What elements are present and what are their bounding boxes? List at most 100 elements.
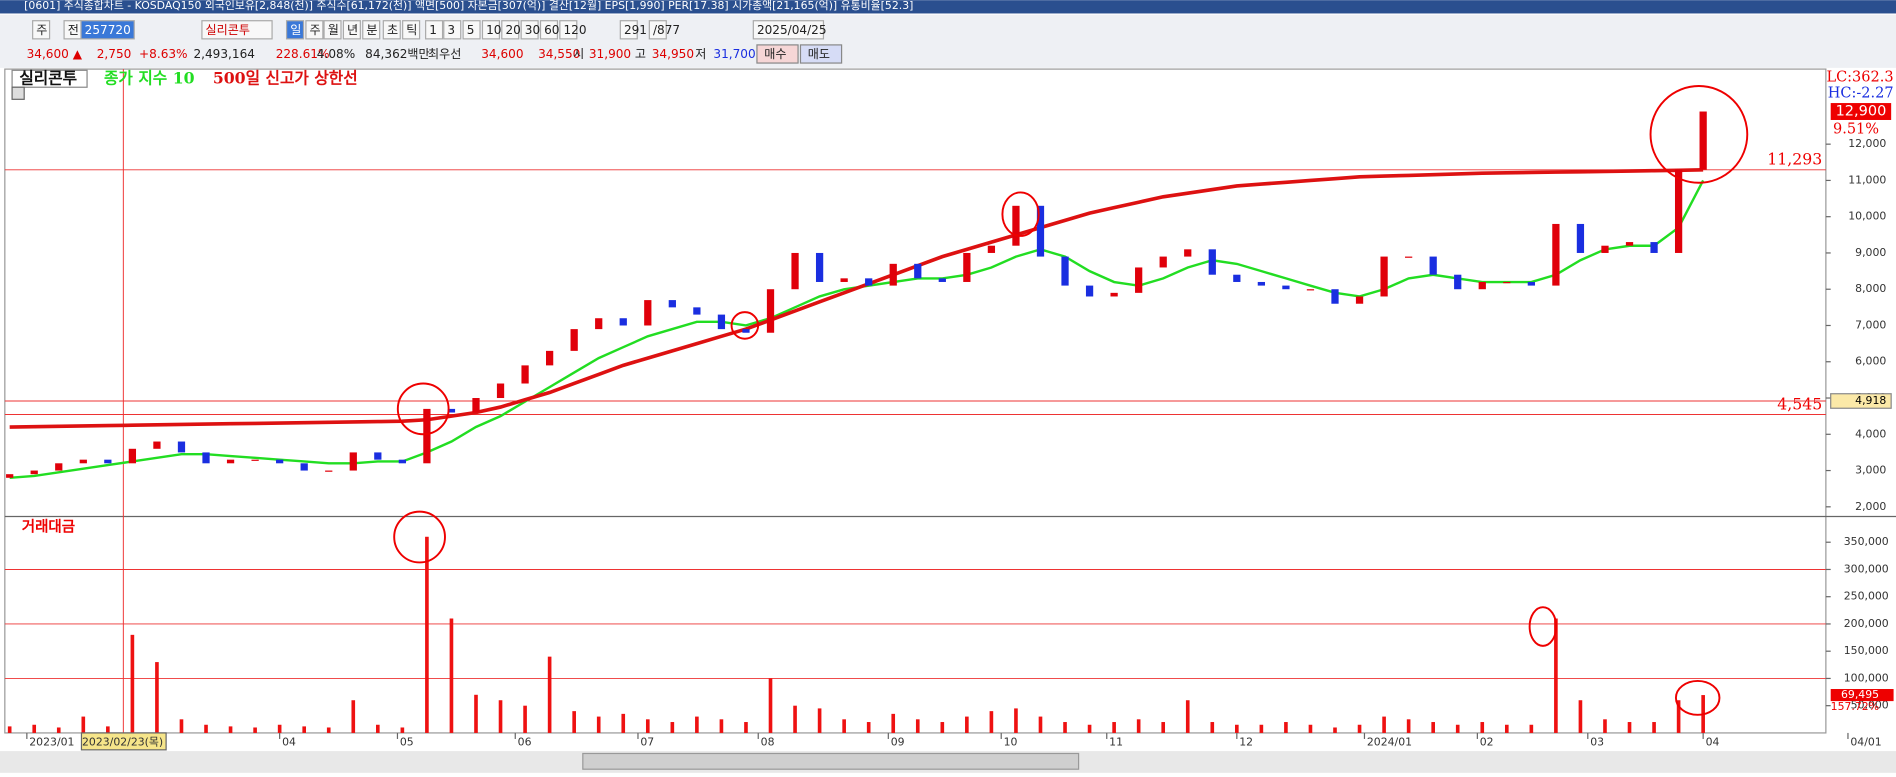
toolbar-button[interactable] [201,20,273,40]
volume-bar [891,713,896,733]
candle-body [1135,267,1143,293]
volume-bar [1652,722,1656,733]
volume-bar [817,708,822,733]
volume-bar [793,705,797,733]
toolbar-label[interactable]: 초 [387,23,398,37]
toolbar-button[interactable] [425,20,444,40]
volume-bar [1161,722,1166,733]
toolbar-button[interactable] [501,20,520,40]
candle-body [1012,205,1020,246]
toolbar-label[interactable]: 5 [467,23,475,37]
volume-bar [204,724,208,733]
scroll-thumb[interactable] [582,752,1080,770]
toolbar-button[interactable] [285,20,305,40]
volume-bar [842,719,846,733]
candle-body [374,452,382,460]
toolbar-button[interactable] [443,20,462,40]
toolbar-button[interactable] [382,20,401,40]
toolbar-label[interactable]: 1 [429,23,437,37]
toolbar-button[interactable] [362,20,381,40]
candle-body [496,383,505,399]
toolbar-button[interactable] [80,20,135,40]
volume-bar [1529,724,1534,733]
candle-body [1159,256,1167,268]
toolbar-button[interactable] [462,20,481,40]
annotations [393,85,1749,716]
toolbar-label[interactable]: 실리콘투 [206,23,250,37]
y-tick-label: 8,000 [1855,282,1886,295]
volume-bar [1087,724,1092,733]
volume-bar [253,727,257,733]
toolbar-label[interactable]: 일 [290,23,301,37]
toolbar-label[interactable]: 10 [486,23,501,37]
toolbar-label[interactable]: 주 [36,23,47,37]
quote-field: 2,493,164 [193,47,254,61]
toolbar-label[interactable]: 120 [563,23,586,37]
candle-body [1699,111,1707,170]
toolbar-button[interactable] [752,20,825,40]
candle-body [349,452,357,471]
toolbar-button[interactable] [32,20,51,40]
toolbar-label[interactable]: 주 [310,23,321,37]
candle-body [1625,242,1634,246]
toolbar-label[interactable]: 전 [68,23,79,37]
toolbar-button[interactable] [481,20,500,40]
toolbar-label[interactable]: 60 [544,23,559,37]
volume-bar [670,722,675,733]
quote-field: 2,750 [97,47,132,61]
y-tick-label: 300,000 [1844,562,1889,575]
y-tick-label: 7,000 [1855,318,1886,331]
toolbar-button[interactable] [342,20,361,40]
volume-bar [768,678,773,733]
lc-label: LC:362.3 [1826,70,1893,86]
highlight-circle [1528,606,1558,647]
candle-body [1552,223,1560,286]
volume-bar [351,700,356,733]
candle-body [1355,296,1364,304]
toolbar-label[interactable]: 년 [347,23,358,37]
toolbar-label[interactable]: 2025/04/25 [757,23,827,37]
toolbar-label[interactable]: 20 [505,23,520,37]
toolbar-button[interactable] [648,20,667,40]
x-tick-label: 04 [282,736,296,749]
toolbar-label[interactable]: 분 [366,23,377,37]
crosshair-date-box [80,732,167,751]
candle-body [79,459,87,464]
x-tick-label: 09 [891,736,905,749]
toolbar-button[interactable] [520,20,539,40]
volume-bar [989,711,994,733]
candle-body [595,318,603,330]
candle-body [570,329,578,351]
volume-bar [228,726,233,733]
volume-bar [1136,719,1141,733]
candle-body [128,448,137,464]
toolbar-label[interactable]: 틱 [406,23,417,37]
volume-bar [1455,724,1460,733]
toolbar-button[interactable] [323,20,342,40]
volume-bar [915,719,920,733]
quote-field[interactable]: 매도 [808,47,830,61]
quote-field[interactable]: 매수 [764,47,786,61]
volume-bar [1676,700,1681,733]
toolbar-label[interactable]: 30 [525,23,540,37]
candle-body [1405,256,1413,258]
toolbar-button[interactable] [559,20,578,40]
volume-bar [106,726,110,733]
toolbar-label[interactable]: 291 [624,23,647,37]
trade-button[interactable] [799,44,843,64]
toolbar-label[interactable]: /877 [653,23,680,37]
toolbar-label[interactable]: 3 [447,23,455,37]
candle-body [766,289,775,333]
quote-field: 시 [573,47,584,61]
toolbar-button[interactable] [402,20,421,40]
candle-body [1233,274,1241,282]
volume-bar [1284,722,1288,733]
toolbar-label[interactable]: 257720 [85,23,131,37]
volume-bar [1431,722,1435,733]
toolbar-button[interactable] [619,20,638,40]
toolbar-button[interactable] [305,20,324,40]
trade-button[interactable] [756,44,799,64]
toolbar-button[interactable] [539,20,559,40]
volume-bar [1112,722,1116,733]
toolbar-label[interactable]: 월 [328,23,339,37]
